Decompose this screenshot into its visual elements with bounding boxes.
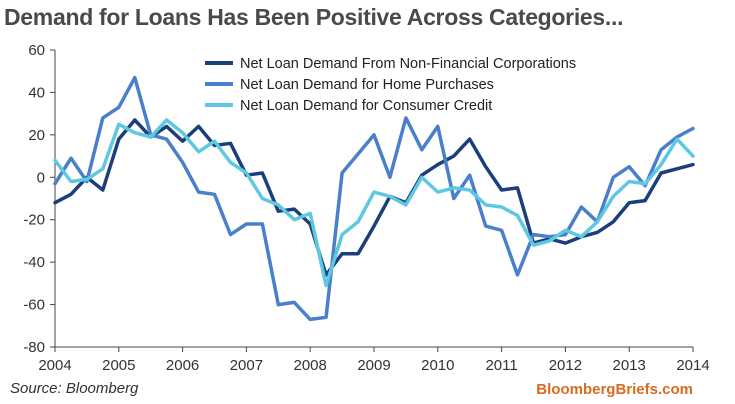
- series-line-3: [53, 118, 695, 288]
- y-tick-labels: 60 40 20 0 -20 -40 -60 -80: [23, 42, 45, 356]
- x-tick-label: 2013: [613, 357, 646, 374]
- series-line-2: [53, 75, 695, 322]
- y-tick-label: 20: [28, 127, 45, 144]
- series-line-1: [53, 118, 695, 277]
- y-tick-label: 60: [28, 42, 45, 59]
- brand-logo-text: BloombergBriefs.com: [536, 381, 693, 398]
- source-note: Source: Bloomberg: [10, 380, 139, 397]
- y-tick-label: -20: [23, 212, 45, 229]
- legend-label-1: Net Loan Demand From Non-Financial Corpo…: [240, 56, 576, 72]
- y-tick-label: 0: [37, 169, 45, 186]
- x-tick-label: 2010: [421, 357, 454, 374]
- x-tick-label: 2005: [102, 357, 135, 374]
- x-tick-label: 2008: [294, 357, 327, 374]
- x-tick-label: 2006: [166, 357, 199, 374]
- chart-title: Demand for Loans Has Been Positive Acros…: [4, 4, 624, 30]
- x-tick-labels: 2004 2005 2006 2007 2008 2009 2010 2011 2012 2013…: [38, 357, 709, 374]
- x-tick-label: 2014: [676, 357, 709, 374]
- x-tick-label: 2011: [485, 357, 517, 374]
- legend-label-2: Net Loan Demand for Home Purchases: [240, 77, 494, 93]
- y-tick-label: -40: [23, 254, 45, 271]
- y-tick-label: 40: [28, 84, 45, 101]
- series-lines: [53, 75, 695, 322]
- legend-label-3: Net Loan Demand for Consumer Credit: [240, 98, 492, 114]
- axes: [50, 49, 694, 352]
- x-tick-label: 2007: [230, 357, 263, 374]
- y-tick-label: -60: [23, 297, 45, 314]
- y-tick-label: -80: [23, 339, 45, 356]
- x-tick-label: 2009: [357, 357, 390, 374]
- legend: Net Loan Demand From Non-Financial Corpo…: [205, 56, 576, 114]
- x-tick-label: 2004: [38, 357, 71, 374]
- x-tick-label: 2012: [549, 357, 582, 374]
